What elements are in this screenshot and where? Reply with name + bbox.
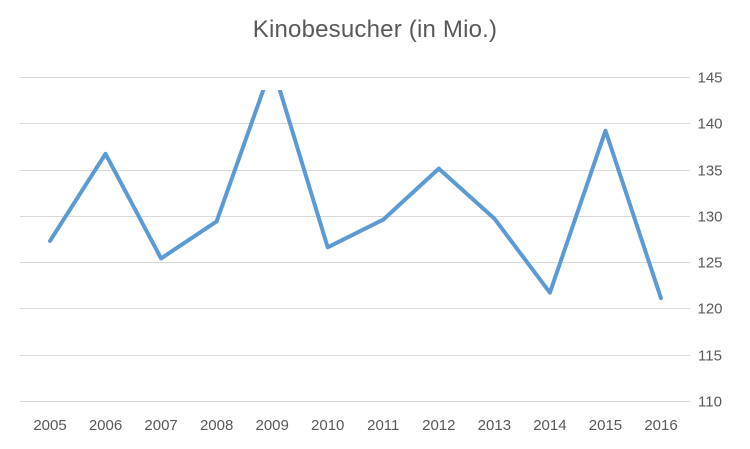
x-tick-label: 2015 [589,417,622,434]
y-tick-label: 140 [697,116,722,133]
x-tick-label: 2008 [200,417,233,434]
y-tick-label: 135 [697,163,722,180]
y-tick-label: 115 [698,348,722,365]
x-tick-label: 2013 [478,417,511,434]
x-tick-label: 2014 [533,417,566,434]
x-tick-label: 2006 [89,417,122,434]
x-tick-label: 2009 [255,417,288,434]
x-tick-label: 2010 [311,417,344,434]
series-line-0 [48,90,663,301]
y-tick-label: 130 [697,209,722,226]
y-tick-label: 145 [697,70,722,87]
x-tick-label: 2011 [367,417,399,434]
x-tick-label: 2016 [644,417,677,434]
x-tick-label: 2007 [144,417,177,434]
y-tick-label: 125 [697,255,722,272]
y-tick-label: 120 [697,301,722,318]
x-tick-label: 2012 [422,417,455,434]
y-tick-label: 110 [698,394,722,411]
x-tick-label: 2005 [33,417,66,434]
chart-title: Kinobesucher (in Mio.) [252,16,498,43]
